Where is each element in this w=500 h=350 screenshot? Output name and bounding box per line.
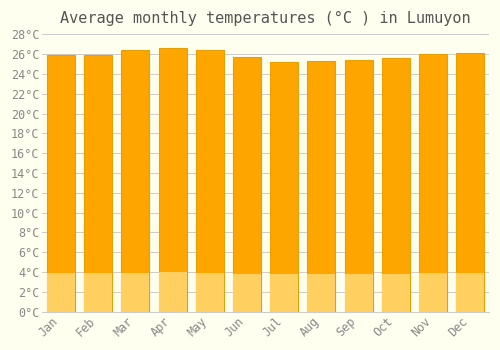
Bar xyxy=(47,273,75,312)
Bar xyxy=(158,272,186,312)
Bar xyxy=(456,273,484,312)
Bar xyxy=(122,273,150,312)
Bar xyxy=(419,273,447,312)
Bar xyxy=(233,57,261,312)
Bar xyxy=(344,60,372,312)
Bar xyxy=(233,274,261,312)
Bar xyxy=(308,274,336,312)
Bar xyxy=(344,274,372,312)
Bar xyxy=(270,274,298,312)
Bar xyxy=(196,273,224,312)
Bar xyxy=(84,55,112,312)
Bar xyxy=(308,61,336,312)
Bar xyxy=(456,53,484,312)
Bar xyxy=(84,273,112,312)
Title: Average monthly temperatures (°C ) in Lumuyon: Average monthly temperatures (°C ) in Lu… xyxy=(60,11,471,26)
Bar xyxy=(47,55,75,312)
Bar xyxy=(122,50,150,312)
Bar xyxy=(158,48,186,312)
Bar xyxy=(382,274,410,312)
Bar xyxy=(382,58,410,312)
Bar xyxy=(419,54,447,312)
Bar xyxy=(270,62,298,312)
Bar xyxy=(196,50,224,312)
